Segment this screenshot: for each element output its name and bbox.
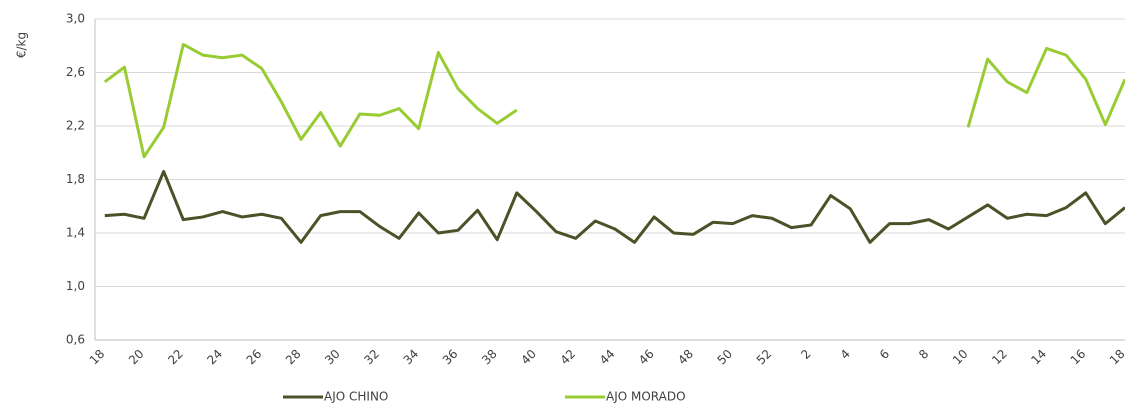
x-tick-label: 22 xyxy=(165,347,186,368)
x-tick-label: 32 xyxy=(361,347,382,368)
y-tick-label: 3,0 xyxy=(66,12,85,26)
x-tick-label: 46 xyxy=(636,347,657,368)
x-tick-label: 42 xyxy=(558,347,579,368)
x-tick-label: 28 xyxy=(283,347,304,368)
x-tick-label: 38 xyxy=(479,347,500,368)
x-tick-label: 40 xyxy=(518,347,539,368)
x-tick-label: 30 xyxy=(322,347,343,368)
x-tick-label: 26 xyxy=(244,347,265,368)
x-tick-label: 18 xyxy=(87,347,108,368)
x-tick-label: 14 xyxy=(1028,347,1049,368)
x-tick-label: 10 xyxy=(950,347,971,368)
x-tick-label: 48 xyxy=(675,347,696,368)
x-tick-label: 36 xyxy=(440,347,461,368)
legend-label: AJO MORADO xyxy=(606,390,686,404)
x-tick-label: 52 xyxy=(754,347,775,368)
x-tick-label: 12 xyxy=(989,347,1010,368)
x-tick-label: 4 xyxy=(838,347,853,362)
x-tick-label: 18 xyxy=(1107,347,1125,368)
x-tick-label: 6 xyxy=(877,347,892,362)
y-tick-label: 2,2 xyxy=(66,119,85,133)
x-tick-label: 24 xyxy=(204,347,225,368)
line-series xyxy=(103,42,1125,159)
y-tick-label: 2,6 xyxy=(66,65,85,79)
x-tick-label: 20 xyxy=(126,347,147,368)
y-tick-label: 1,4 xyxy=(66,226,85,240)
y-tick-label: 0,6 xyxy=(66,333,85,347)
y-tick-label: 1,8 xyxy=(66,172,85,186)
x-tick-label: 16 xyxy=(1068,347,1089,368)
line-series xyxy=(104,169,1125,244)
x-tick-label: 34 xyxy=(401,347,422,368)
y-tick-label: 1,0 xyxy=(66,279,85,293)
y-axis-label: €/kg xyxy=(15,32,29,58)
x-tick-label: 50 xyxy=(715,347,736,368)
x-tick-label: 2 xyxy=(798,347,813,362)
x-tick-label: 8 xyxy=(916,347,931,362)
legend-label: AJO CHINO xyxy=(324,390,388,404)
x-tick-label: 44 xyxy=(597,347,618,368)
